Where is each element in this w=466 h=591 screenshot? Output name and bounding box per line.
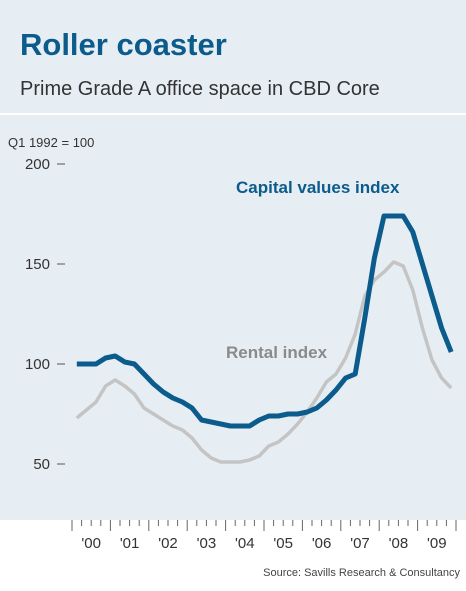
x-tick-label: '06 [312,535,332,552]
header-divider [0,113,466,115]
header-background [0,0,466,113]
chart-title: Roller coaster [20,27,227,62]
series-label-rental: Rental index [226,343,328,362]
x-tick-label: '03 [197,535,217,552]
y-tick-label: 150 [25,256,50,273]
y-tick-label: 100 [25,356,50,373]
x-tick-label: '04 [235,535,255,552]
x-tick-label: '08 [389,535,409,552]
series-label-capital-values: Capital values index [236,178,400,197]
series-line-rental [75,260,453,464]
x-tick-label: '01 [120,535,140,552]
x-tick-label: '00 [81,535,101,552]
series-line-capital-values [76,213,454,429]
y-tick-label: 200 [25,156,50,173]
x-tick-label: '09 [427,535,447,552]
series-layer [75,213,454,464]
x-tick-label: '05 [273,535,293,552]
y-tick-label: 50 [33,456,50,473]
y-axis: 200 150 100 50 [25,156,65,473]
chart-subtitle: Prime Grade A office space in CBD Core [20,78,380,100]
x-tick-label: '02 [158,535,178,552]
source-note: Source: Savills Research & Consultancy [263,567,460,579]
plot-background [0,115,466,520]
x-axis: '00 '01 '02 '03 '04 '05 '06 '07 '08 '09 [71,520,457,552]
x-tick-label: '07 [350,535,370,552]
y-axis-label: Q1 1992 = 100 [8,135,94,150]
